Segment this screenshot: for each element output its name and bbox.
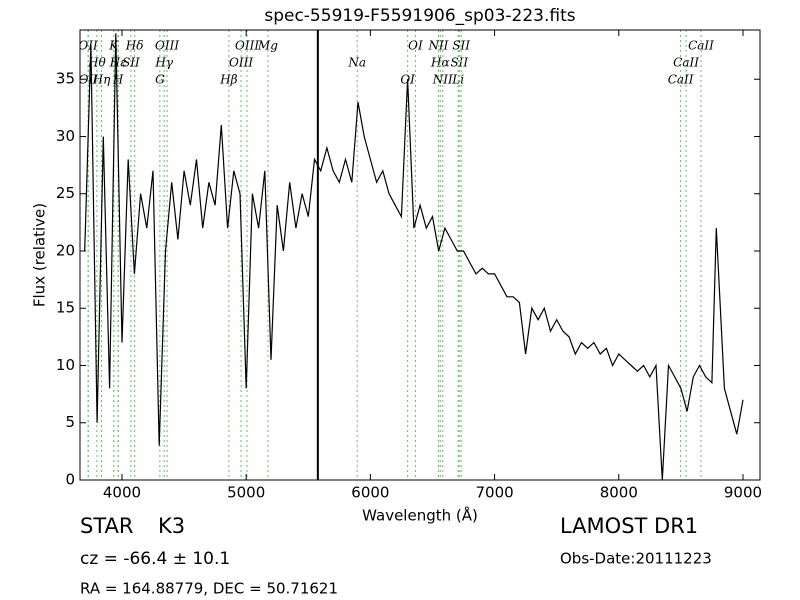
spectral-line-label: OIII	[155, 39, 179, 53]
spectral-line-label: Hγ	[154, 56, 173, 70]
y-tick-label: 10	[56, 356, 75, 374]
spectral-line-label: Na	[347, 56, 366, 70]
spectral-line-label: Hδ	[125, 39, 144, 53]
y-tick-label: 0	[65, 471, 75, 489]
x-tick-label: 9000	[724, 484, 762, 502]
spectral-line-label: NII	[432, 73, 453, 87]
star-class: STAR	[80, 514, 133, 538]
y-tick-label: 20	[56, 241, 75, 259]
obs-date: Obs-Date:20111223	[560, 550, 712, 568]
spectral-line-label: Li	[451, 73, 464, 87]
spectral-line-label: Hε	[109, 56, 127, 70]
y-tick-label: 5	[65, 413, 75, 431]
chart-title: spec-55919-F5591906_sp03-223.fits	[264, 6, 575, 26]
spectral-line-label: SII	[452, 39, 470, 53]
redshift: cz = -66.4 ± 10.1	[80, 549, 230, 569]
x-axis-label: Wavelength (Å)	[362, 506, 478, 525]
x-tick-label: 7000	[475, 484, 513, 502]
spectral-line-label: Hη	[92, 73, 111, 87]
spectral-line-label: CaII	[673, 56, 699, 70]
spectrum-line	[84, 33, 744, 480]
x-tick-label: 6000	[351, 484, 389, 502]
spectral-line-label: Hβ	[219, 73, 237, 87]
x-tick-label: 5000	[227, 484, 265, 502]
spectral-line-label: NII	[427, 39, 448, 53]
spectral-line-label: CaII	[688, 39, 714, 53]
coordinates: RA = 164.88779, DEC = 50.71621	[80, 580, 338, 598]
spectral-line-label: CaII	[668, 73, 694, 87]
y-tick-label: 15	[56, 299, 75, 317]
spectral-line-label: SII	[450, 56, 468, 70]
y-tick-label: 35	[56, 70, 75, 88]
survey: LAMOST DR1	[560, 514, 698, 538]
plot-frame	[79, 29, 761, 481]
spectral-line-label: G	[155, 73, 165, 87]
x-tick-label: 4000	[103, 484, 141, 502]
spectral-line-label: OIII	[235, 39, 259, 53]
spectral-line-label: OIII	[229, 56, 253, 70]
spectral-line-label: OI	[408, 39, 423, 53]
y-axis-label: Flux (relative)	[31, 203, 49, 307]
star-subclass: K3	[158, 514, 185, 538]
spectral-line-label: SII	[122, 56, 140, 70]
spectral-line-label: OII	[78, 39, 98, 53]
y-tick-label: 25	[56, 184, 75, 202]
x-tick-label: 8000	[600, 484, 638, 502]
spectral-line-label: K	[108, 39, 119, 53]
spectral-line-label: Mg	[257, 39, 278, 53]
spectral-line-label: OII	[79, 73, 99, 87]
spectral-line-label: Hα	[430, 56, 450, 70]
y-tick-label: 30	[56, 127, 75, 145]
spectral-line-label: H	[112, 73, 124, 87]
